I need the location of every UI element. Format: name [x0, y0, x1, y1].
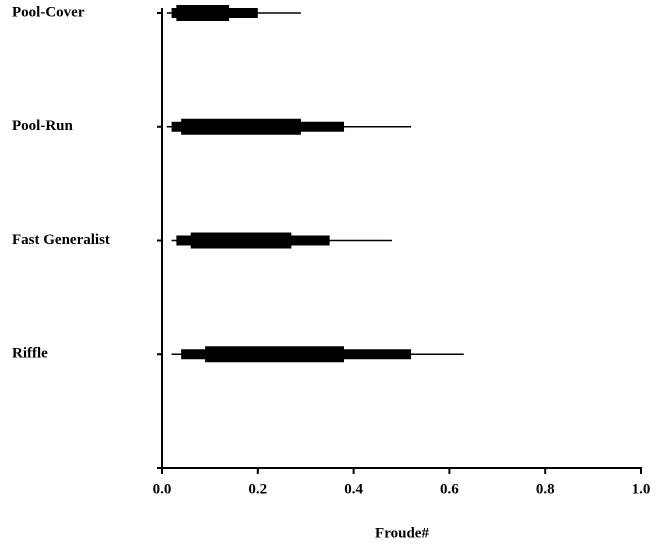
x-tick-label: 0.6	[440, 481, 459, 497]
x-tick-label: 0.2	[248, 481, 267, 497]
x-tick-label: 0.0	[153, 481, 172, 497]
y-tick-label: Pool-Cover	[12, 4, 85, 20]
inner-bar	[190, 232, 292, 249]
x-tick-label: 0.4	[344, 481, 363, 497]
y-tick-label: Pool-Run	[12, 118, 74, 134]
inner-bar	[181, 118, 301, 135]
inner-bar	[176, 5, 230, 21]
x-tick-label: 1.0	[632, 481, 651, 497]
x-axis-label: Froude#	[375, 525, 429, 541]
y-tick-label: Riffle	[12, 346, 48, 362]
y-tick-label: Fast Generalist	[12, 232, 110, 248]
inner-bar	[205, 346, 345, 363]
x-tick-label: 0.8	[536, 481, 555, 497]
